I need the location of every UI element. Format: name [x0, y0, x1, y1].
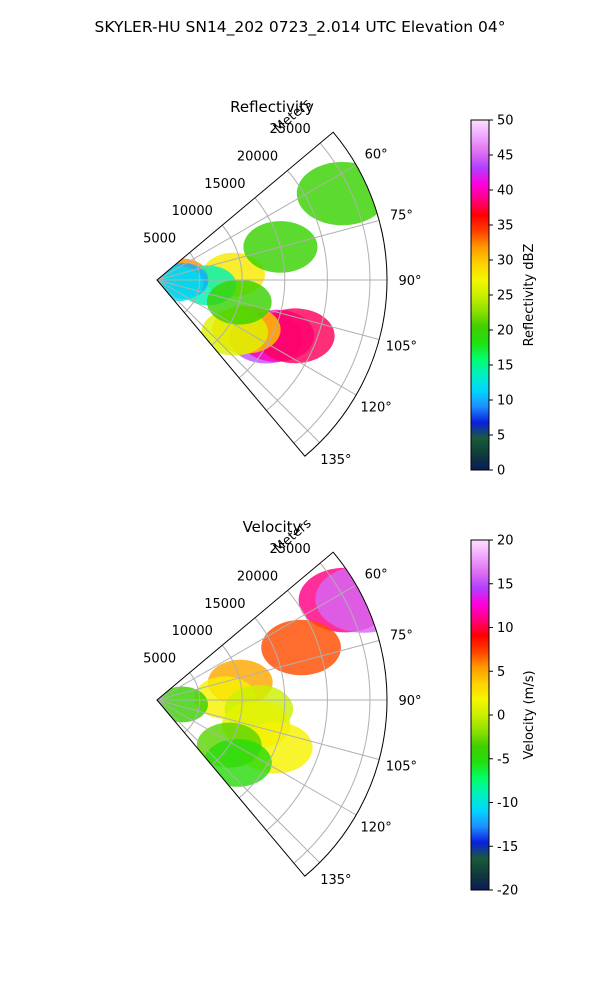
range-ring-3	[266, 170, 328, 411]
range-ring-1	[211, 224, 243, 346]
azimuth-line-4	[156, 699, 357, 816]
colorbar-tick-label-0: -20	[497, 884, 518, 899]
data-field	[157, 161, 387, 364]
range-ring-3	[266, 590, 328, 831]
angle-tick-label-0: 60°	[365, 148, 388, 163]
colorbar-tick-label-7: 35	[497, 219, 514, 234]
colorbar-tick-label-10: 50	[497, 114, 514, 129]
range-tick-label-1: 10000	[172, 624, 213, 639]
range-tick-label-2: 15000	[204, 597, 245, 612]
colorbar-tick-label-7: 15	[497, 577, 514, 592]
angle-tick-label-4: 120°	[360, 821, 391, 836]
azimuth-line-5	[156, 279, 320, 443]
azimuth-line-5	[156, 699, 320, 863]
range-tick-label-0: 5000	[143, 652, 176, 667]
angle-tick-label-5: 135°	[320, 873, 351, 888]
colorbar-label: Reflectivity dBZ	[522, 244, 537, 347]
colorbar-tick-label-9: 45	[497, 149, 514, 164]
azimuth-line-0	[156, 584, 357, 701]
angle-tick-label-1: 75°	[390, 209, 413, 224]
colorbar-label: Velocity (m/s)	[522, 670, 537, 759]
angle-tick-label-0: 60°	[365, 568, 388, 583]
data-field	[157, 565, 387, 787]
range-ring-2	[238, 197, 286, 379]
data-cell-2	[261, 619, 341, 676]
angle-tick-label-2: 90°	[398, 274, 421, 289]
angle-tick-label-1: 75°	[390, 629, 413, 644]
range-tick-label-1: 10000	[172, 204, 213, 219]
angle-tick-label-3: 105°	[386, 759, 417, 774]
colorbar-tick-label-3: -5	[497, 752, 510, 767]
panel-velocity: Velocity500010000150002000025000Meters60…	[143, 516, 537, 898]
azimuth-line-3	[156, 699, 380, 761]
panel-title: Reflectivity	[230, 98, 314, 116]
angle-tick-label-4: 120°	[360, 401, 391, 416]
colorbar-tick-label-8: 40	[497, 184, 514, 199]
colorbar-tick-label-1: 5	[497, 429, 505, 444]
azimuth-line-0	[156, 164, 357, 281]
colorbar-tick-label-6: 10	[497, 621, 514, 636]
angle-tick-label-5: 135°	[320, 453, 351, 468]
range-tick-label-3: 20000	[237, 149, 278, 164]
range-tick-label-4: 25000	[269, 122, 310, 137]
figure-title: SKYLER-HU SN14_202 0723_2.014 UTC Elevat…	[95, 18, 506, 37]
colorbar-tick-label-8: 20	[497, 534, 514, 549]
azimuth-line-1	[156, 639, 380, 701]
colorbar-tick-label-4: 20	[497, 324, 514, 339]
sector-frame	[156, 131, 388, 457]
colorbar-tick-label-1: -15	[497, 840, 518, 855]
data-cell-11	[296, 161, 387, 226]
data-cell-10	[157, 686, 208, 723]
colorbar-tick-label-5: 25	[497, 289, 514, 304]
colorbar-tick-label-3: 15	[497, 359, 514, 374]
angle-tick-label-2: 90°	[398, 694, 421, 709]
colorbar-tick-label-6: 30	[497, 254, 514, 269]
colorbar-tick-label-2: 10	[497, 394, 514, 409]
azimuth-line-1	[156, 219, 380, 281]
range-tick-label-2: 15000	[204, 177, 245, 192]
panel-reflectivity: Reflectivity500010000150002000025000Mete…	[143, 96, 537, 478]
range-ring-4	[293, 142, 371, 444]
colorbar	[470, 539, 490, 891]
range-ring-4	[293, 562, 371, 864]
colorbar-tick-label-4: 0	[497, 709, 505, 724]
range-ring-2	[238, 617, 286, 799]
colorbar-tick-label-2: -10	[497, 796, 518, 811]
panel-title: Velocity	[243, 518, 302, 536]
azimuth-line-3	[156, 279, 380, 341]
azimuth-line-4	[156, 279, 357, 396]
angle-tick-label-3: 105°	[386, 339, 417, 354]
range-ring-1	[211, 644, 243, 766]
colorbar	[470, 119, 490, 471]
range-tick-label-4: 25000	[269, 542, 310, 557]
range-tick-label-3: 20000	[237, 569, 278, 584]
colorbar-tick-label-5: 5	[497, 665, 505, 680]
range-tick-label-0: 5000	[143, 232, 176, 247]
sector-frame	[156, 551, 388, 877]
colorbar-tick-label-0: 0	[497, 464, 505, 479]
